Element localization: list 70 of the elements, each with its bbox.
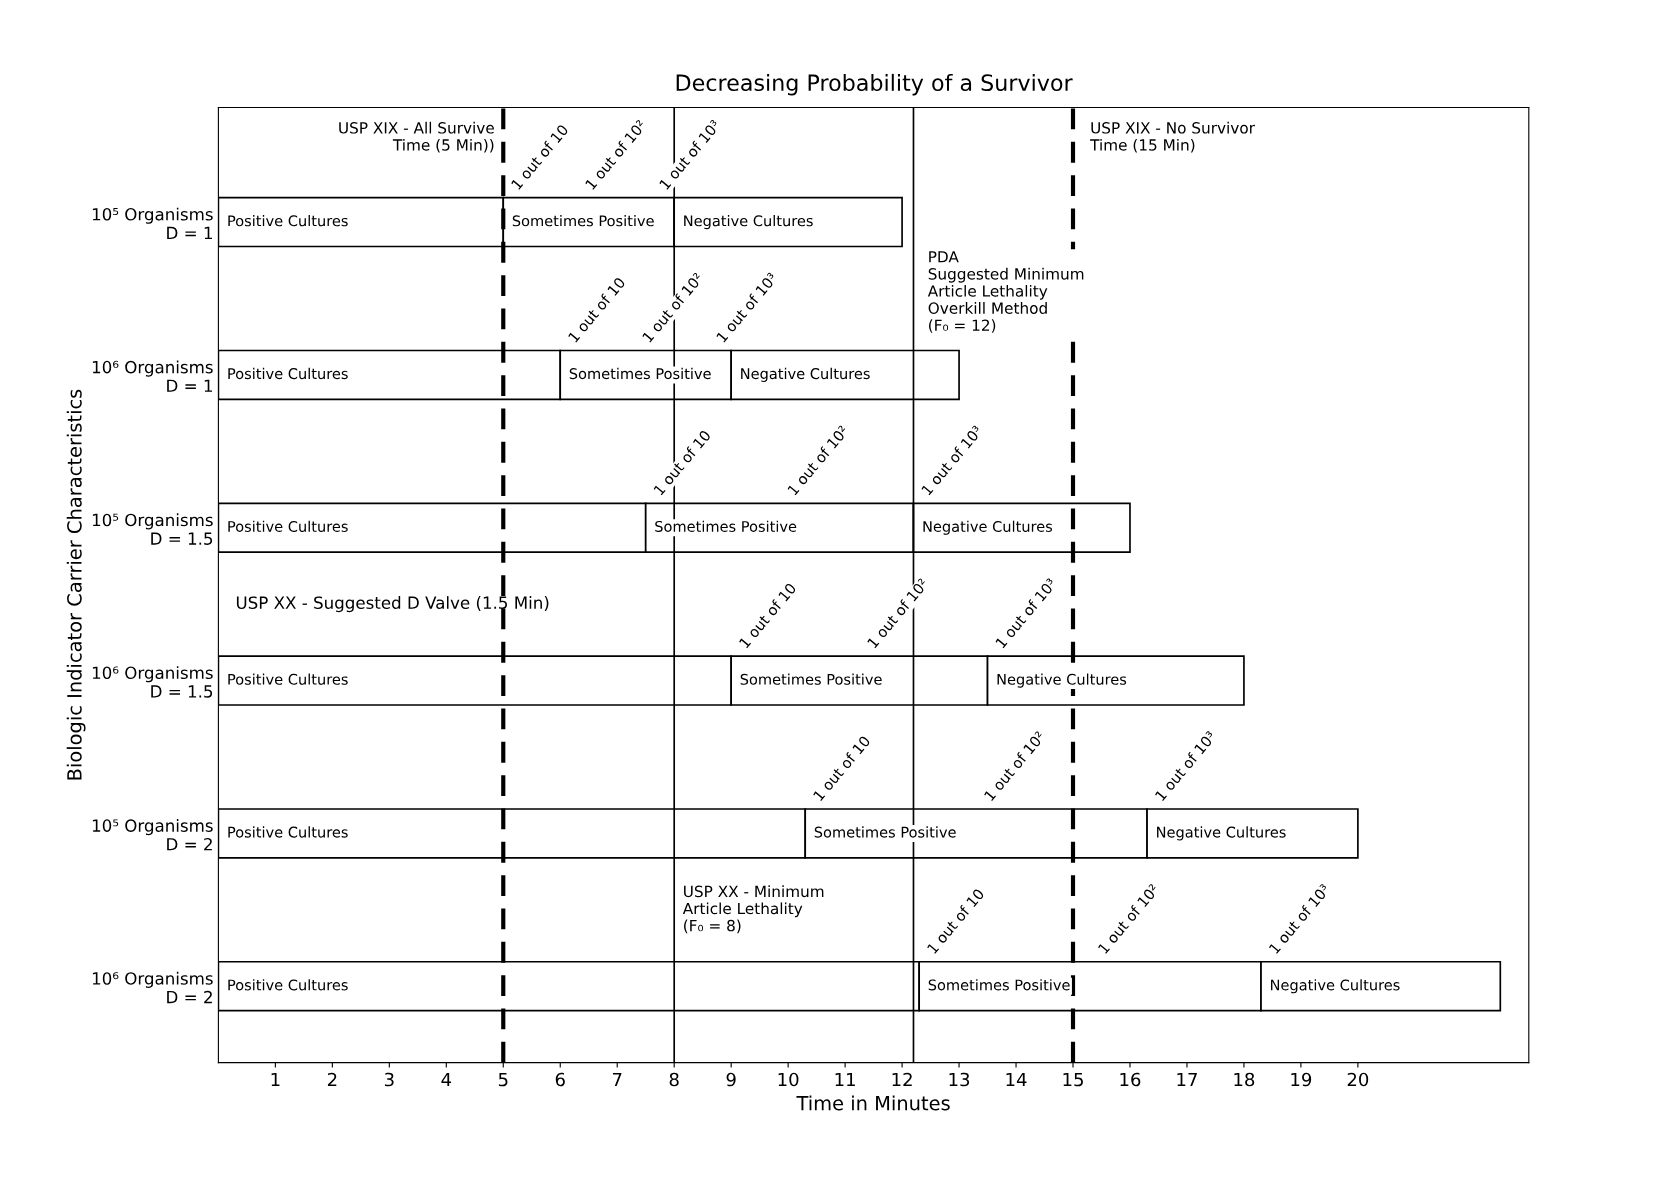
ref-line-label: USP XIX - No Survivor Time (15 Min): [1090, 121, 1255, 153]
annotation: 1 out of 10³: [1268, 883, 1331, 955]
x-tick-label: 15: [1063, 1072, 1083, 1087]
annotation: 1 out of 10³: [658, 119, 721, 190]
annotation: 1 out of 10²: [1097, 883, 1160, 955]
x-tick-label: 5: [498, 1072, 508, 1087]
x-tick-label: 14: [1006, 1072, 1027, 1087]
x-tick-label: 2: [327, 1072, 337, 1087]
x-tick-label: 20: [1347, 1072, 1369, 1087]
series-label: Negative Cultures: [741, 367, 870, 382]
y-axis-title: Biologic Indicator Carrier Characteristics: [66, 389, 86, 780]
text: Negative Cultures: [1271, 979, 1400, 994]
x-tick-label: 17: [1177, 1072, 1197, 1087]
annotation: 1 out of 10³: [715, 271, 778, 343]
annotation: 1 out of 10²: [786, 424, 849, 496]
annotation: 1 out of 10: [653, 429, 712, 496]
annotation: 1 out of 10²: [866, 577, 929, 649]
text: Positive Cultures: [228, 826, 348, 838]
y-tick-label: 10⁶ Organisms D = 1: [92, 360, 213, 392]
x-tick-label: 9: [726, 1072, 736, 1087]
x-tick-label: 7: [612, 1072, 622, 1087]
annotation: 1 out of 10: [926, 887, 985, 955]
y-tick-label: 10⁶ Organisms D = 2: [92, 971, 213, 1004]
text: Positive Cultures: [228, 367, 348, 380]
x-tick-label: 11: [835, 1072, 855, 1087]
series-label: Sometimes Positive: [740, 673, 882, 685]
annotation: 1 out of 10³: [920, 424, 983, 496]
annotation: 1 out of 10²: [983, 730, 1046, 802]
y-tick-label: 10⁵ Organisms D = 1.5: [92, 513, 213, 545]
text: Negative Cultures: [997, 673, 1127, 688]
x-axis-title: Time in Minutes: [796, 1095, 950, 1111]
x-tick-label: 16: [1120, 1072, 1141, 1087]
text: Sometimes Positive: [512, 215, 654, 227]
ref-line-label: USP XIX - All Survive Time (5 Min)): [339, 121, 494, 153]
x-tick-label: 18: [1234, 1072, 1255, 1087]
text: Sometimes Positive: [569, 367, 711, 380]
text: Positive Cultures: [228, 979, 348, 991]
annotation: 1 out of 10³: [1154, 730, 1217, 802]
annotation: 1 out of 10²: [641, 271, 704, 343]
annotation: 1 out of 10: [738, 582, 797, 649]
x-tick-label: 10: [778, 1072, 799, 1087]
y-tick-label: 10⁶ Organisms D = 1.5: [92, 666, 213, 698]
annotation: USP XX - Suggested D Valve (1.5 Min): [236, 596, 549, 613]
x-tick-label: 8: [669, 1072, 679, 1087]
x-tick-label: 13: [949, 1072, 970, 1087]
y-tick-label: 10⁵ Organisms D = 2: [92, 819, 213, 851]
x-tick-label: 19: [1291, 1072, 1312, 1087]
text: Sometimes Positive: [814, 826, 956, 838]
annotation: 1 out of 10²: [584, 119, 647, 190]
x-tick-label: 3: [384, 1072, 394, 1087]
x-tick-label: 4: [441, 1072, 452, 1087]
text: Negative Cultures: [1157, 826, 1286, 841]
text: Negative Cultures: [923, 520, 1053, 535]
annotation: 1 out of 10: [812, 735, 871, 802]
annotation: 1 out of 10: [567, 276, 626, 343]
x-tick-label: 12: [892, 1072, 912, 1087]
series-label: Positive Cultures: [228, 215, 348, 227]
text: Sometimes Positive: [655, 520, 797, 532]
y-tick-label: 10⁵ Organisms D = 1: [92, 207, 213, 240]
x-tick-label: 6: [555, 1072, 565, 1087]
annotation: 1 out of 10³: [994, 577, 1057, 649]
ref-line-label: USP XX - Minimum Article Lethality (F₀ = 8): [682, 885, 824, 934]
text: Negative Cultures: [684, 215, 813, 230]
chart-title: Decreasing Probability of a Survivor: [676, 73, 1073, 96]
text: Positive Cultures: [228, 520, 348, 532]
x-tick-label: 1: [271, 1072, 280, 1087]
text: Sometimes Positive: [928, 979, 1070, 991]
text: Positive Cultures: [228, 673, 348, 685]
annotation: 1 out of 10: [510, 123, 569, 190]
ref-line-label: PDA Suggested Minimum Article Lethality Overkill Method (F₀ = 12): [927, 251, 1084, 333]
